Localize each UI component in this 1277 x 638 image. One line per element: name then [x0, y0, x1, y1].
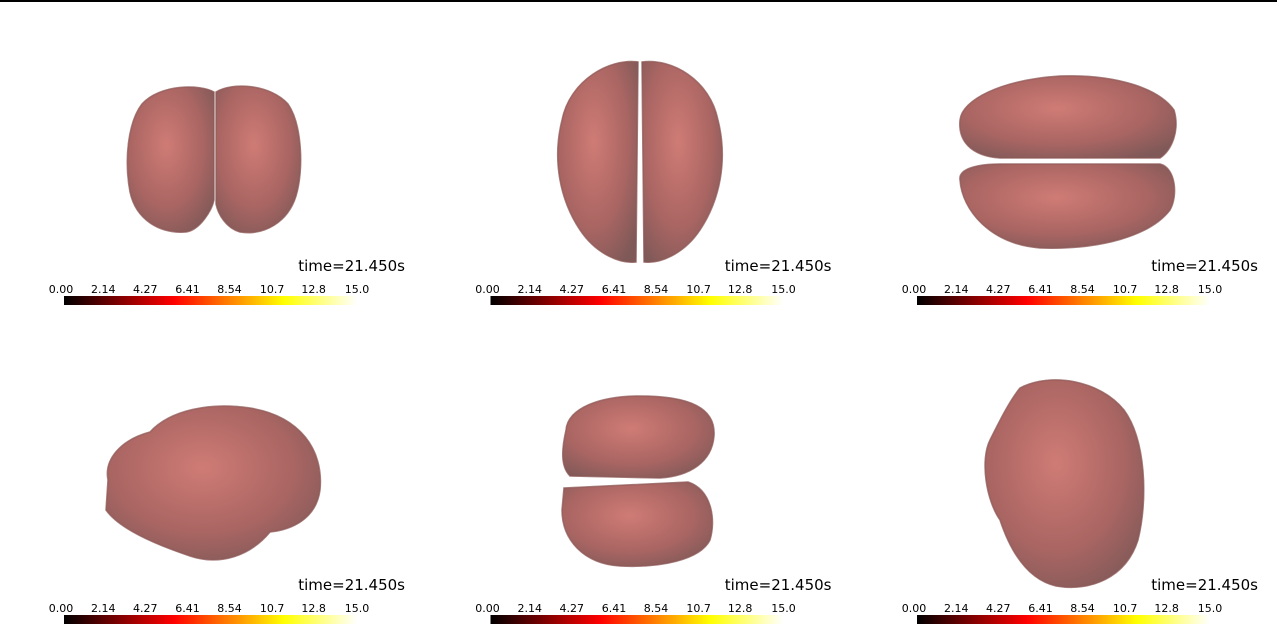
- time-label: time=21.450s: [1151, 576, 1258, 594]
- colorbar-tick-label: 0.00: [475, 283, 500, 296]
- sulci: [215, 85, 302, 234]
- colorbar-tick-label: 2.14: [91, 602, 116, 615]
- colorbar-tick-label: 12.8: [1154, 602, 1179, 615]
- brain-medial: [984, 379, 1145, 589]
- colorbar-tick-label: 0.00: [49, 283, 74, 296]
- time-label: time=21.450s: [298, 576, 405, 594]
- panel: time=21.450s 0.00 2.14 4.27 6.41 8.54 10.7 12.8…: [49, 257, 405, 305]
- colorbar-tick-label: 8.54: [644, 283, 669, 296]
- colorbar-tick-label: 12.8: [301, 602, 326, 615]
- colorbar-tick-label: 12.8: [728, 283, 753, 296]
- colorbar-tick-label: 0.00: [49, 602, 74, 615]
- colorbar-tick-label: 12.8: [728, 602, 753, 615]
- colorbar: [64, 296, 357, 305]
- sulci: [959, 163, 1176, 249]
- colorbar-tick-label: 15.0: [345, 602, 370, 615]
- colorbar: [490, 296, 784, 305]
- brain-lateral: [105, 405, 322, 561]
- time-label: time=21.450s: [725, 576, 832, 594]
- colorbar-tick-label: 2.14: [91, 283, 116, 296]
- colorbar-tick-label: 2.14: [517, 283, 542, 296]
- colorbar-tick-label: 0.00: [475, 602, 500, 615]
- panel: time=21.450s 0.00 2.14 4.27 6.41 8.54 10.7 12.8…: [49, 576, 405, 624]
- sulci: [561, 395, 715, 479]
- colorbar-tick-label: 8.54: [1070, 283, 1095, 296]
- sulci: [105, 405, 322, 561]
- sulci: [556, 60, 639, 263]
- colorbar-tick-label: 4.27: [133, 602, 158, 615]
- sulci: [561, 481, 714, 568]
- colorbar-tick-label: 4.27: [560, 283, 585, 296]
- panel: time=21.450s 0.00 2.14 4.27 6.41 8.54 10.7 12.8…: [475, 257, 832, 305]
- colorbar-tick-label: 4.27: [560, 602, 585, 615]
- colorbar-tick-label: 4.27: [986, 283, 1011, 296]
- sulci: [959, 75, 1177, 159]
- brain-posterior: [561, 395, 715, 568]
- sulci: [984, 379, 1145, 589]
- colorbar-tick-label: 15.0: [771, 602, 796, 615]
- colorbar-tick-label: 6.41: [175, 283, 200, 296]
- time-label: time=21.450s: [725, 257, 832, 275]
- colorbar-tick-label: 4.27: [986, 602, 1011, 615]
- colorbar-tick-label: 2.14: [944, 283, 969, 296]
- colorbar-tick-label: 2.14: [517, 602, 542, 615]
- colorbar-tick-label: 0.00: [902, 602, 927, 615]
- colorbar-tick-label: 6.41: [1028, 602, 1053, 615]
- sulci: [126, 86, 215, 233]
- colorbar-tick-label: 10.7: [1113, 602, 1138, 615]
- colorbar-tick-label: 12.8: [1154, 283, 1179, 296]
- colorbar-tick-label: 15.0: [345, 283, 370, 296]
- colorbar-tick-label: 10.7: [260, 283, 285, 296]
- colorbar-tick-label: 0.00: [902, 283, 927, 296]
- panel: time=21.450s 0.00 2.14 4.27 6.41 8.54 10.7 12.8…: [902, 257, 1258, 305]
- colorbar-tick-label: 6.41: [602, 602, 627, 615]
- colorbar-tick-label: 10.7: [1113, 283, 1138, 296]
- colorbar-tick-label: 8.54: [217, 602, 242, 615]
- panel: time=21.450s 0.00 2.14 4.27 6.41 8.54 10.7 12.8…: [902, 576, 1258, 624]
- panel: time=21.450s 0.00 2.14 4.27 6.41 8.54 10.7 12.8…: [475, 576, 832, 624]
- colorbar-tick-label: 15.0: [1198, 283, 1223, 296]
- colorbar-tick-label: 8.54: [1070, 602, 1095, 615]
- colorbar-tick-label: 6.41: [175, 602, 200, 615]
- colorbar-tick-label: 8.54: [217, 283, 242, 296]
- colorbar-tick-label: 6.41: [602, 283, 627, 296]
- time-label: time=21.450s: [1151, 257, 1258, 275]
- colorbar: [917, 296, 1210, 305]
- colorbar: [64, 615, 357, 624]
- colorbar-tick-label: 10.7: [686, 602, 711, 615]
- colorbar-tick-label: 2.14: [944, 602, 969, 615]
- brain-top: [556, 60, 724, 263]
- colorbar-tick-label: 10.7: [260, 602, 285, 615]
- sulci: [641, 60, 724, 263]
- time-label: time=21.450s: [298, 257, 405, 275]
- colorbar-tick-label: 8.54: [644, 602, 669, 615]
- brain-frontal: [126, 85, 302, 234]
- brain-bottom: [959, 75, 1177, 249]
- colorbar-tick-label: 12.8: [301, 283, 326, 296]
- colorbar-tick-label: 4.27: [133, 283, 158, 296]
- colorbar: [917, 615, 1210, 624]
- colorbar: [490, 615, 784, 624]
- colorbar-tick-label: 15.0: [1198, 602, 1223, 615]
- colorbar-tick-label: 10.7: [686, 283, 711, 296]
- colorbar-tick-label: 6.41: [1028, 283, 1053, 296]
- colorbar-tick-label: 15.0: [771, 283, 796, 296]
